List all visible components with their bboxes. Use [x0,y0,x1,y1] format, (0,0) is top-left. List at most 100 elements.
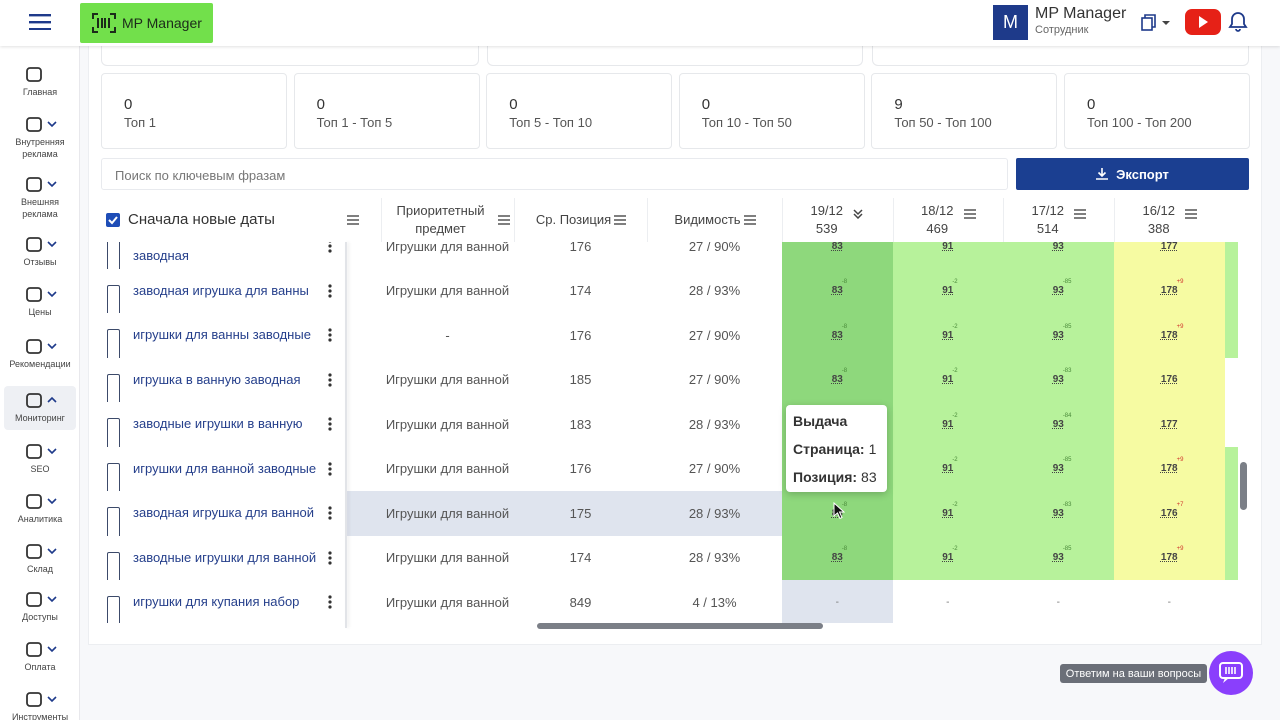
company-switch[interactable] [1138,13,1174,33]
position-cell[interactable]: 178 +9 [1114,446,1225,491]
sidebar-label: Главная [22,87,58,97]
table-row[interactable]: игрушки для ванной заводные Игрушки для в… [101,446,1241,507]
position-cell[interactable]: 83-8 [782,268,893,313]
position-cell[interactable]: 93 -84 [1003,402,1114,447]
date-count: 469 [926,221,949,236]
phrase[interactable]: заводная [133,247,189,263]
position-delta: -83 [1062,501,1072,508]
avatar[interactable]: M [993,5,1028,40]
stat-value: 9 [894,96,903,113]
menu-button[interactable] [29,14,51,30]
phrase[interactable]: заводные игрушки в ванную [133,416,303,432]
table-row[interactable]: игрушки для ванны заводные - 176 27 / 90% 83… [101,313,1241,374]
phrase[interactable]: игрушки для купания набор [133,594,300,610]
table-row[interactable]: заводные игрушки в ванную Игрушки для ван… [101,402,1241,463]
position-cell[interactable]: - [892,580,1003,623]
sidebar-item[interactable]: Внутренняя реклама [4,116,76,160]
search-input[interactable]: Поиск по ключевым фразам [101,158,1008,190]
sidebar-item[interactable]: Инструменты [4,691,76,720]
position-cell[interactable]: 93 -85 [1003,268,1114,313]
position-cell[interactable]: 178 +9 [1114,535,1225,580]
row-menu[interactable] [325,269,335,314]
kebab-icon [328,242,332,253]
sidebar-item[interactable]: SEO [4,443,76,475]
position-cell[interactable]: 177 [1114,242,1225,269]
position-cell[interactable]: 91 -2 [892,491,1003,536]
download-icon [1096,168,1109,180]
position-cell[interactable]: 91 -2 [892,402,1003,447]
phrase[interactable]: заводные игрушки для ванной [133,549,317,565]
position-cell[interactable]: 178 +9 [1114,268,1225,313]
position-cell[interactable]: 83-8 [782,535,893,580]
position-value: 91 -2 [942,457,958,475]
position-cell[interactable]: 176 [1114,357,1225,402]
phrase[interactable]: игрушки для ванны заводные [133,327,311,343]
row-menu[interactable] [325,313,335,358]
row-menu[interactable] [325,242,335,269]
position-cell[interactable]: 91 [892,242,1003,269]
row-menu[interactable] [325,447,335,492]
youtube-button[interactable] [1185,9,1221,35]
table-row[interactable]: игрушки для купания набор Игрушки для ван… [101,580,1241,623]
row-menu[interactable] [325,491,335,536]
position-cell[interactable]: 93 [1003,242,1114,269]
vertical-scrollbar[interactable] [1240,462,1247,510]
position-cell[interactable]: 91 -2 [892,357,1003,402]
avg-position: 174 [569,550,592,566]
logo-text: MP Manager [122,15,202,31]
position-cell[interactable]: 93 -85 [1003,313,1114,358]
position-cell[interactable]: 176 +7 [1114,491,1225,536]
phrase[interactable]: заводная игрушка для ванной [133,505,315,521]
stat-card: 9 Топ 50 - Топ 100 [871,73,1058,149]
position-cell[interactable]: 93 -83 [1003,357,1114,402]
position-cell[interactable]: 93 -85 [1003,535,1114,580]
sidebar-item[interactable]: Цены [4,286,76,318]
table-row[interactable]: заводная игрушка для ванны Игрушки для ва… [101,268,1241,329]
position-cell[interactable]: 178 +9 [1114,313,1225,358]
table-row[interactable]: заводная игрушка для ванной Игрушки для в… [101,491,1241,552]
position-cell[interactable]: 83-8 [782,357,893,402]
table-row[interactable]: заводные игрушки для ванной Игрушки для в… [101,535,1241,596]
sidebar-item[interactable]: Склад [4,543,76,575]
position-cell[interactable]: 93 -83 [1003,491,1114,536]
row-menu[interactable] [325,580,335,623]
position-cell[interactable]: 93 -85 [1003,446,1114,491]
position-cell[interactable]: - [1003,580,1114,623]
table-row[interactable]: заводная Игрушки для ванной 176 27 / 90% 83 9… [101,242,1241,285]
position-cell[interactable]: - [782,580,893,623]
export-button[interactable]: Экспорт [1016,158,1249,190]
position-value: 83 [831,242,843,252]
sidebar-item[interactable]: Мониторинг [4,386,76,430]
phrase[interactable]: заводная игрушка для ванны [133,282,309,298]
sidebar-item[interactable]: Главная [4,66,76,98]
row-menu[interactable] [325,402,335,447]
phrase[interactable]: игрушки для ванной заводные [133,460,317,476]
table-row[interactable]: игрушка в ванную заводная Игрушки для ван… [101,357,1241,418]
phrase[interactable]: игрушка в ванную заводная [133,371,301,387]
sidebar-item[interactable]: Оплата [4,641,76,673]
position-cell[interactable]: 83-8 [782,313,893,358]
horizontal-scrollbar[interactable] [537,623,823,629]
row-menu[interactable] [325,536,335,581]
kebab-icon [328,417,332,431]
sidebar-item[interactable]: Рекомендации [4,338,76,370]
notifications-button[interactable] [1228,11,1248,33]
column-title: Ср. Позиция [535,212,612,227]
logo[interactable]: MP Manager [80,3,213,43]
position-cell[interactable]: 177 [1114,402,1225,447]
row-checkbox[interactable] [107,596,120,623]
sidebar-item[interactable]: Внешняя реклама [4,176,76,220]
position-value: 93 [1052,242,1064,252]
sidebar-item[interactable]: Аналитика [4,493,76,525]
position-value: 91 [942,242,954,252]
row-menu[interactable] [325,358,335,403]
position-cell[interactable]: 91 -2 [892,268,1003,313]
position-cell[interactable]: 83 [782,242,893,269]
position-cell[interactable]: 91 -2 [892,535,1003,580]
sidebar-item[interactable]: Отзывы [4,236,76,268]
position-cell[interactable]: 91 -2 [892,446,1003,491]
position-cell[interactable]: - [1114,580,1225,623]
sidebar-item[interactable]: Доступы [4,591,76,623]
chat-button[interactable] [1209,651,1253,695]
position-cell[interactable]: 91 -2 [892,313,1003,358]
